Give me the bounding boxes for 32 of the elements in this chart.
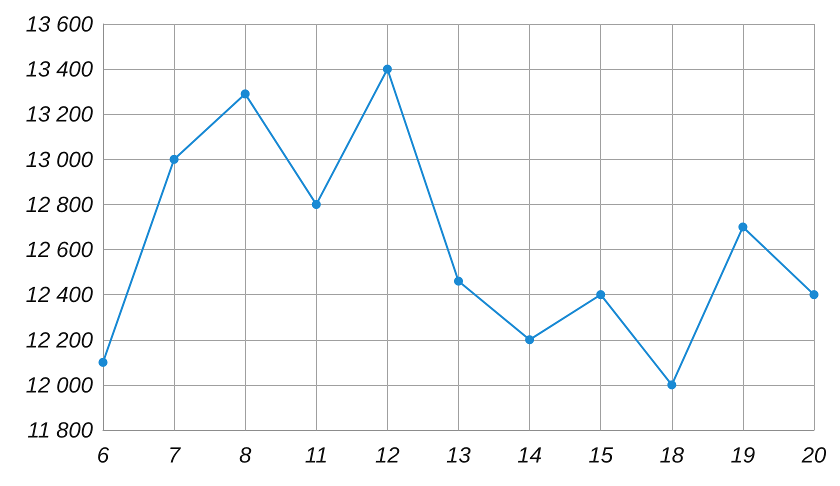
x-tick-label: 19 [730,442,756,468]
point [240,89,250,98]
y-tick-label: 12 800 [26,192,94,217]
point [667,380,676,390]
x-tick-label: 18 [660,442,685,468]
point [454,276,463,286]
y-tick-label: 12 200 [26,327,94,352]
x-tick-label: 20 [800,442,827,468]
point [98,358,108,367]
y-tick-label: 13 000 [26,146,94,172]
y-tick-label: 13 600 [26,12,94,36]
y-tick-label: 12 000 [26,372,94,398]
point [596,290,606,300]
y-tick-label: 11 800 [27,418,94,442]
y-tick-label: 12 600 [26,237,94,262]
point [170,154,179,164]
x-tick-label: 11 [304,442,328,468]
x-tick-label: 7 [168,442,181,468]
point [738,222,748,232]
y-tick-label: 13 400 [26,56,94,82]
point [810,290,818,300]
point [312,200,321,209]
x-tick-label: 15 [588,442,614,468]
x-tick-label: 6 [96,442,110,468]
y-tick-label: 12 400 [26,282,94,308]
x-tick-label: 8 [239,442,252,468]
point [525,335,534,344]
y-tick-label: 13 200 [26,102,94,127]
x-tick-label: 13 [446,442,472,468]
point [382,64,392,74]
x-tick-label: 14 [517,442,542,468]
x-tick-label: 12 [375,442,400,468]
